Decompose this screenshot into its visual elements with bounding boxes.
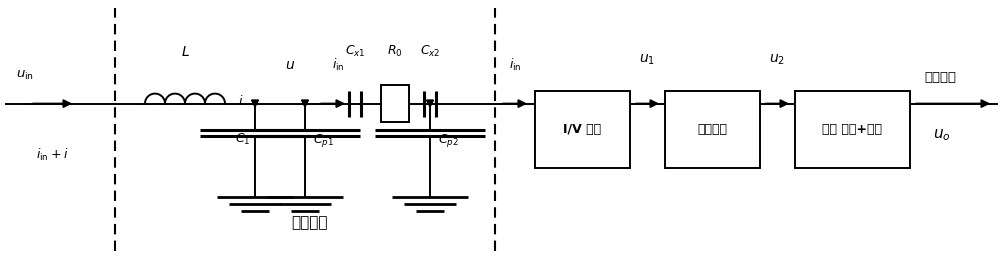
Text: $u_2$: $u_2$: [769, 52, 786, 67]
FancyBboxPatch shape: [535, 91, 630, 168]
Text: 全波整流: 全波整流: [698, 123, 728, 136]
Text: $i_{\rm in}$: $i_{\rm in}$: [332, 57, 344, 73]
Text: $C_{x1}$: $C_{x1}$: [345, 44, 365, 59]
Text: $u_o$: $u_o$: [933, 127, 951, 142]
FancyBboxPatch shape: [381, 85, 409, 122]
Text: $C_{p2}$: $C_{p2}$: [438, 132, 459, 149]
Text: $R_0$: $R_0$: [387, 44, 403, 59]
Text: $C_{x2}$: $C_{x2}$: [420, 44, 440, 59]
Text: $u_1$: $u_1$: [639, 52, 656, 67]
FancyBboxPatch shape: [795, 91, 910, 168]
Text: $L$: $L$: [181, 45, 189, 59]
Text: $i_{\rm in}$: $i_{\rm in}$: [509, 57, 521, 73]
Text: I/V 电路: I/V 电路: [563, 123, 602, 136]
Text: $i_{\rm in}+i$: $i_{\rm in}+i$: [36, 147, 68, 163]
Text: $u_{\rm in}$: $u_{\rm in}$: [16, 69, 34, 82]
Text: $i$: $i$: [238, 94, 243, 108]
Text: $C_{p1}$: $C_{p1}$: [313, 132, 334, 149]
FancyBboxPatch shape: [665, 91, 760, 168]
Text: $u$: $u$: [285, 58, 295, 72]
Text: 低通 滤波+放大: 低通 滤波+放大: [822, 123, 883, 136]
Text: $C_1$: $C_1$: [235, 132, 250, 147]
Text: 检测模块: 检测模块: [292, 215, 328, 230]
Text: 输出电压: 输出电压: [924, 71, 956, 84]
